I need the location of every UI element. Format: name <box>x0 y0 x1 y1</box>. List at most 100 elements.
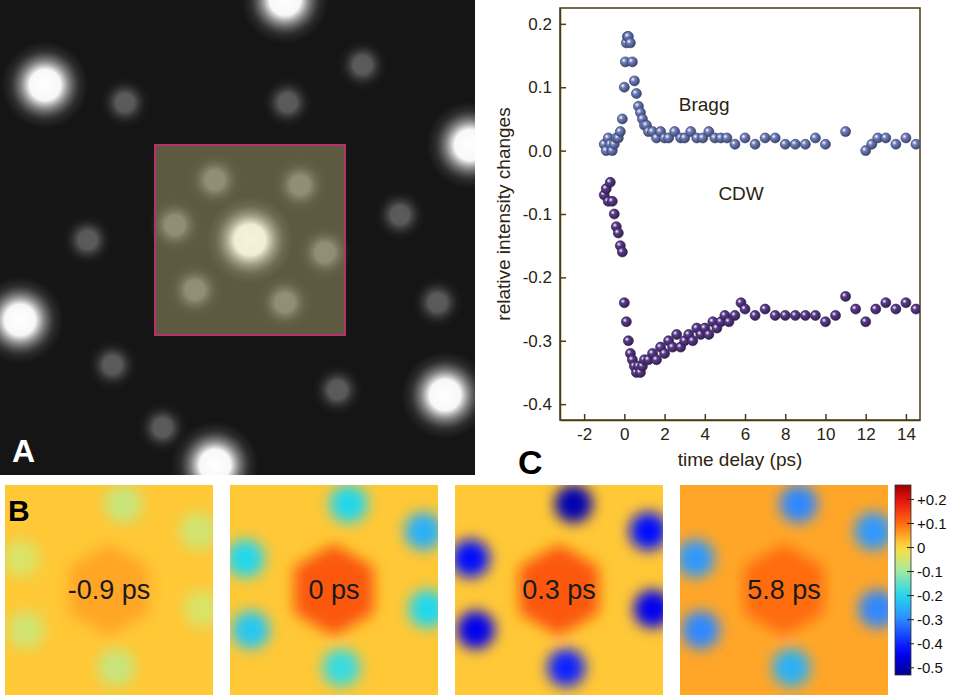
diffraction-spot <box>0 276 64 364</box>
map-satellite <box>179 512 213 550</box>
panel-c: -202468101214-0.4-0.3-0.2-0.10.00.10.2Br… <box>493 8 921 481</box>
map-satellite <box>230 540 265 578</box>
map-plot <box>680 485 888 695</box>
colorbar-tick <box>907 523 914 524</box>
map-satellite <box>634 590 663 628</box>
data-point <box>750 310 760 320</box>
data-point <box>760 304 770 314</box>
map-background <box>455 485 663 695</box>
difference-map: -0.9 ps <box>2 485 222 695</box>
data-point <box>911 139 920 149</box>
diffraction-spot <box>412 277 464 329</box>
roi-box <box>155 145 345 335</box>
tick: 0.2 <box>528 15 566 34</box>
tick-label: 2 <box>660 425 669 444</box>
colorbar-tick <box>907 667 914 668</box>
data-point <box>820 139 830 149</box>
diffraction-spot <box>262 77 314 129</box>
tick-label: 12 <box>857 425 876 444</box>
map-background <box>230 485 438 695</box>
data-point <box>730 310 740 320</box>
difference-map: 0.3 ps <box>452 485 672 695</box>
figure-svg: A-0.9 ps0 ps0.3 ps5.8 psB+0.2+0.10-0.1-0… <box>0 0 980 700</box>
data-point <box>619 298 629 308</box>
data-point <box>790 310 800 320</box>
data-point <box>722 133 732 143</box>
data-point <box>613 228 623 238</box>
map-satellite <box>105 485 143 523</box>
data-point <box>740 304 750 314</box>
tick-mark <box>825 414 827 420</box>
axis: -202468101214 <box>561 414 921 444</box>
map-satellite <box>184 590 213 628</box>
tick: 6 <box>741 414 750 444</box>
diffraction-spot <box>241 0 329 44</box>
map-plot <box>230 485 438 695</box>
tick-label: 8 <box>781 425 790 444</box>
data-point <box>891 139 901 149</box>
y-axis-title: relative intensity changes <box>493 107 514 320</box>
data-point <box>810 133 820 143</box>
tick-label: 0.1 <box>528 78 552 97</box>
data-point <box>760 133 770 143</box>
tick-label: -0.1 <box>523 205 552 224</box>
tick: 4 <box>701 414 710 444</box>
colorbar: +0.2+0.10-0.1-0.2-0.3-0.4-0.5 <box>895 485 947 676</box>
tick-label: 10 <box>817 425 836 444</box>
map-satellite <box>5 540 40 578</box>
data-point <box>810 310 820 320</box>
map-satellite <box>854 512 888 550</box>
tick-mark <box>865 414 867 420</box>
map-satellite <box>97 649 135 687</box>
tick-mark <box>560 87 566 89</box>
diffraction-spot <box>337 39 389 91</box>
map-satellite <box>682 611 720 649</box>
plot-frame <box>560 8 920 420</box>
map-features <box>680 485 888 687</box>
data-point <box>911 304 920 314</box>
colorbar-tick <box>907 619 914 620</box>
data-point <box>841 291 851 301</box>
series <box>599 32 920 156</box>
map-center <box>744 544 824 636</box>
colorbar-tick-label: -0.3 <box>917 611 943 628</box>
series-label: Bragg <box>679 94 730 115</box>
map-features <box>230 485 438 687</box>
figure: A-0.9 ps0 ps0.3 ps5.8 psB+0.2+0.10-0.1-0… <box>0 0 980 700</box>
series <box>599 177 920 377</box>
tick-mark <box>560 404 566 406</box>
colorbar-ramp <box>895 485 911 675</box>
colorbar-tick-label: +0.1 <box>917 515 947 532</box>
tick-mark <box>745 414 747 420</box>
map-background <box>5 485 213 695</box>
data-point <box>621 317 631 327</box>
map-satellite <box>409 590 438 628</box>
tick-mark <box>664 414 666 420</box>
colorbar-tick <box>907 643 914 644</box>
data-point <box>891 304 901 314</box>
map-label: 5.8 ps <box>747 575 821 605</box>
data-point <box>861 317 871 327</box>
colorbar-tick <box>907 499 914 500</box>
tick: 2 <box>660 414 669 444</box>
diffraction-spot <box>137 402 189 454</box>
map-label: 0.3 ps <box>522 575 596 605</box>
tick: -2 <box>577 414 592 444</box>
data-point <box>629 76 639 86</box>
map-satellite <box>455 540 490 578</box>
colorbar-tick-label: +0.2 <box>917 491 947 508</box>
map-satellite <box>859 590 888 628</box>
difference-map: 0 ps <box>227 485 447 695</box>
tick-label: -0.3 <box>523 332 552 351</box>
map-background <box>680 485 888 695</box>
tick-label: 14 <box>897 425 916 444</box>
tick-mark <box>705 414 707 420</box>
data-point <box>790 139 800 149</box>
data-point <box>800 310 810 320</box>
tick-mark <box>785 414 787 420</box>
map-center <box>294 544 374 636</box>
data-point <box>605 177 615 187</box>
tick: 12 <box>857 414 876 444</box>
colorbar-tick-label: -0.5 <box>917 659 943 676</box>
data-point <box>652 355 662 365</box>
